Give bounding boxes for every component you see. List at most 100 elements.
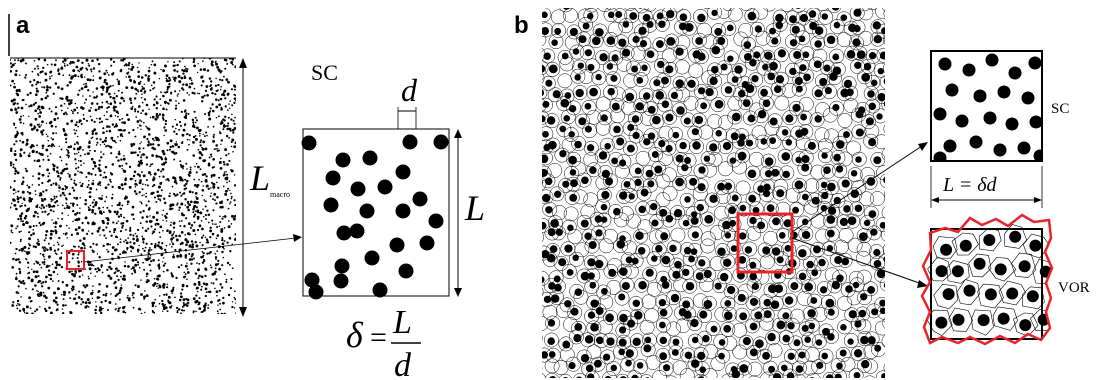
macro-particle xyxy=(176,63,179,67)
macro-particle xyxy=(98,117,102,120)
voronoi-particle xyxy=(782,170,790,179)
voronoi-cell xyxy=(720,82,736,98)
macro-particle xyxy=(198,128,202,132)
macro-particle xyxy=(70,99,73,102)
macro-particle xyxy=(21,190,25,194)
macro-particle xyxy=(111,123,115,126)
macro-particle xyxy=(19,148,23,152)
macro-particle xyxy=(96,58,99,61)
macro-particle xyxy=(209,250,212,254)
voronoi-particle xyxy=(586,12,594,20)
voronoi-cell xyxy=(627,370,642,378)
voronoi-cell xyxy=(770,81,786,97)
macro-particle xyxy=(105,69,108,72)
macro-particle xyxy=(219,206,222,209)
voronoi-cell xyxy=(701,267,717,283)
macro-particle xyxy=(115,267,118,270)
voronoi-particle xyxy=(611,54,619,62)
macro-particle xyxy=(61,308,64,310)
macro-particle xyxy=(54,296,58,300)
macro-particle xyxy=(204,113,207,116)
voronoi-cell xyxy=(810,213,826,229)
macro-particle xyxy=(10,84,12,87)
voronoi-cell xyxy=(681,20,697,36)
macro-particle xyxy=(204,308,206,310)
macro-particle xyxy=(199,135,201,137)
macro-particle xyxy=(44,280,47,283)
voronoi-cell xyxy=(738,95,754,111)
macro-particle xyxy=(139,119,141,121)
voronoi-particle xyxy=(831,8,840,11)
voronoi-particle xyxy=(685,281,695,291)
voronoi-cell xyxy=(779,165,795,181)
macro-particle xyxy=(108,129,112,133)
macro-particle xyxy=(41,199,44,202)
macro-particle xyxy=(198,178,200,181)
voronoi-cell xyxy=(875,8,885,19)
voronoi-cell xyxy=(542,72,545,84)
voronoi-cell xyxy=(760,153,776,169)
voronoi-particle xyxy=(651,219,659,227)
macro-particle xyxy=(130,268,133,270)
voronoi-particle xyxy=(703,155,711,162)
macro-particle xyxy=(195,171,198,174)
vor-particle xyxy=(1009,230,1022,243)
voronoi-particle xyxy=(570,307,579,316)
macro-particle xyxy=(92,264,95,267)
voronoi-cell xyxy=(718,114,734,130)
voronoi-cell xyxy=(526,202,540,216)
voronoi-cell xyxy=(766,32,781,48)
voronoi-cell xyxy=(713,334,729,350)
macro-particle xyxy=(70,81,73,83)
macro-particle xyxy=(80,171,84,175)
macro-particle xyxy=(81,221,84,225)
macro-particle xyxy=(64,137,68,141)
macro-particle xyxy=(172,242,174,245)
macro-particle xyxy=(166,88,169,91)
voronoi-particle xyxy=(678,22,687,31)
voronoi-particle xyxy=(574,323,583,331)
macro-particle xyxy=(15,247,18,251)
macro-particle xyxy=(226,181,228,184)
voronoi-cell xyxy=(597,319,613,335)
macro-particle xyxy=(96,141,99,144)
macro-particle xyxy=(132,151,135,154)
voronoi-particle xyxy=(747,114,756,123)
macro-particle xyxy=(116,275,119,278)
voronoi-cell xyxy=(602,173,618,189)
macro-particle xyxy=(39,111,42,114)
macro-particle xyxy=(68,175,71,178)
voronoi-particle xyxy=(891,140,898,147)
sc-particle-b xyxy=(1028,56,1041,70)
macro-particle xyxy=(174,248,177,252)
macro-particle xyxy=(153,311,156,314)
voronoi-particle xyxy=(574,140,582,149)
voronoi-cell xyxy=(702,162,717,178)
voronoi-particle xyxy=(631,115,640,123)
macro-particle xyxy=(156,275,159,277)
macro-particle xyxy=(75,293,77,296)
formula-equals: = xyxy=(370,321,387,354)
voronoi-cell xyxy=(602,332,618,348)
macro-particle xyxy=(168,80,171,83)
voronoi-cell xyxy=(870,255,885,271)
macro-particle xyxy=(141,194,143,197)
macro-particle xyxy=(20,204,23,207)
voronoi-cell xyxy=(732,344,748,360)
voronoi-particle xyxy=(819,77,828,86)
macro-particle xyxy=(115,222,118,225)
macro-particle xyxy=(229,287,232,290)
macro-particle xyxy=(94,312,97,314)
macro-particle xyxy=(220,229,224,233)
macro-particle xyxy=(214,223,216,225)
macro-particle xyxy=(126,246,129,250)
voronoi-particle xyxy=(691,231,699,239)
macro-particle xyxy=(202,140,206,144)
voronoi-cell xyxy=(638,87,654,103)
macro-particle xyxy=(174,194,177,197)
macro-particle xyxy=(211,166,214,169)
macro-particle xyxy=(98,163,101,167)
macro-particle xyxy=(142,247,144,250)
macro-particle xyxy=(82,237,86,240)
macro-particle xyxy=(10,161,13,165)
